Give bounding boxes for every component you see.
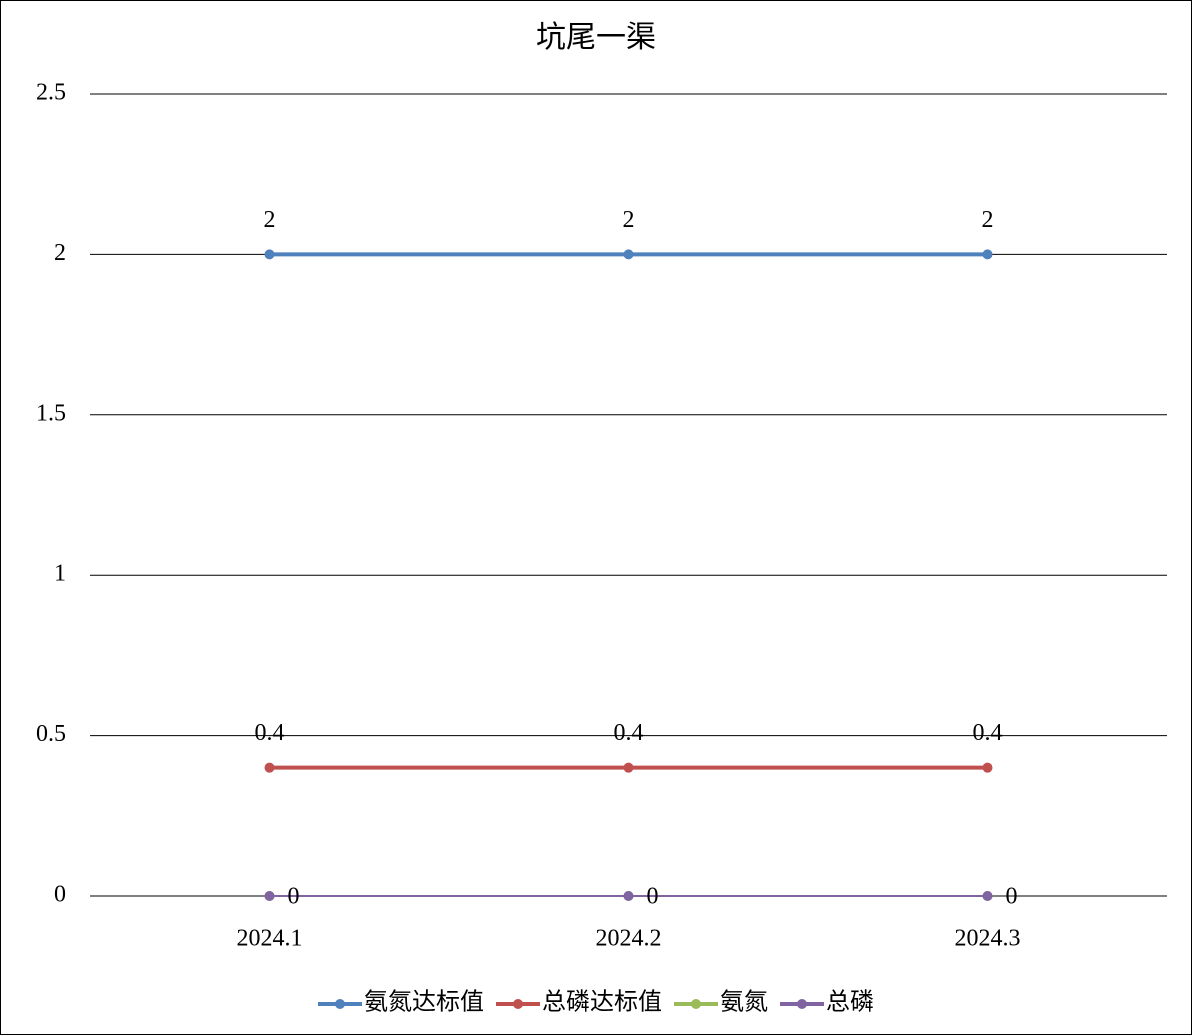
x-tick-label: 2024.2 (596, 926, 662, 952)
chart-title: 坑尾一渠 (536, 21, 656, 54)
point (982, 249, 993, 260)
legend-marker (513, 999, 523, 1009)
legend: 氨氮达标值 总磷达标值 氨氮 总磷 (318, 989, 874, 1016)
data-label: 0 (288, 884, 300, 910)
legend-marker (691, 999, 701, 1009)
y-tick-label: 2 (54, 240, 66, 266)
y-tick-label: 2.5 (36, 80, 66, 106)
data-label: 0 (647, 884, 659, 910)
legend-label: 总磷 (826, 989, 874, 1016)
point (264, 891, 275, 901)
data-label: 2 (623, 207, 635, 233)
point (623, 249, 634, 260)
y-tick-label: 1.5 (36, 400, 66, 426)
point (623, 891, 634, 901)
point (982, 762, 993, 773)
legend-marker (797, 999, 807, 1009)
y-tick-label: 1 (54, 561, 66, 587)
y-tick-label: 0 (54, 882, 66, 908)
legend-label: 氨氮 (720, 989, 768, 1016)
point (264, 762, 275, 773)
legend-label: 氨氮达标值 (364, 989, 484, 1016)
data-label: 0 (1006, 884, 1018, 910)
x-tick-label: 2024.3 (955, 926, 1021, 952)
y-tick-label: 0.5 (36, 721, 66, 747)
data-label: 2 (264, 207, 276, 233)
legend-marker (335, 999, 345, 1009)
legend-label: 总磷达标值 (542, 989, 662, 1016)
data-label: 0.4 (614, 720, 644, 746)
data-label: 0.4 (255, 720, 285, 746)
point (623, 762, 634, 773)
point (264, 249, 275, 260)
data-label: 2 (982, 207, 994, 233)
x-tick-label: 2024.1 (237, 926, 303, 952)
data-label: 0.4 (973, 720, 1003, 746)
point (982, 891, 993, 901)
